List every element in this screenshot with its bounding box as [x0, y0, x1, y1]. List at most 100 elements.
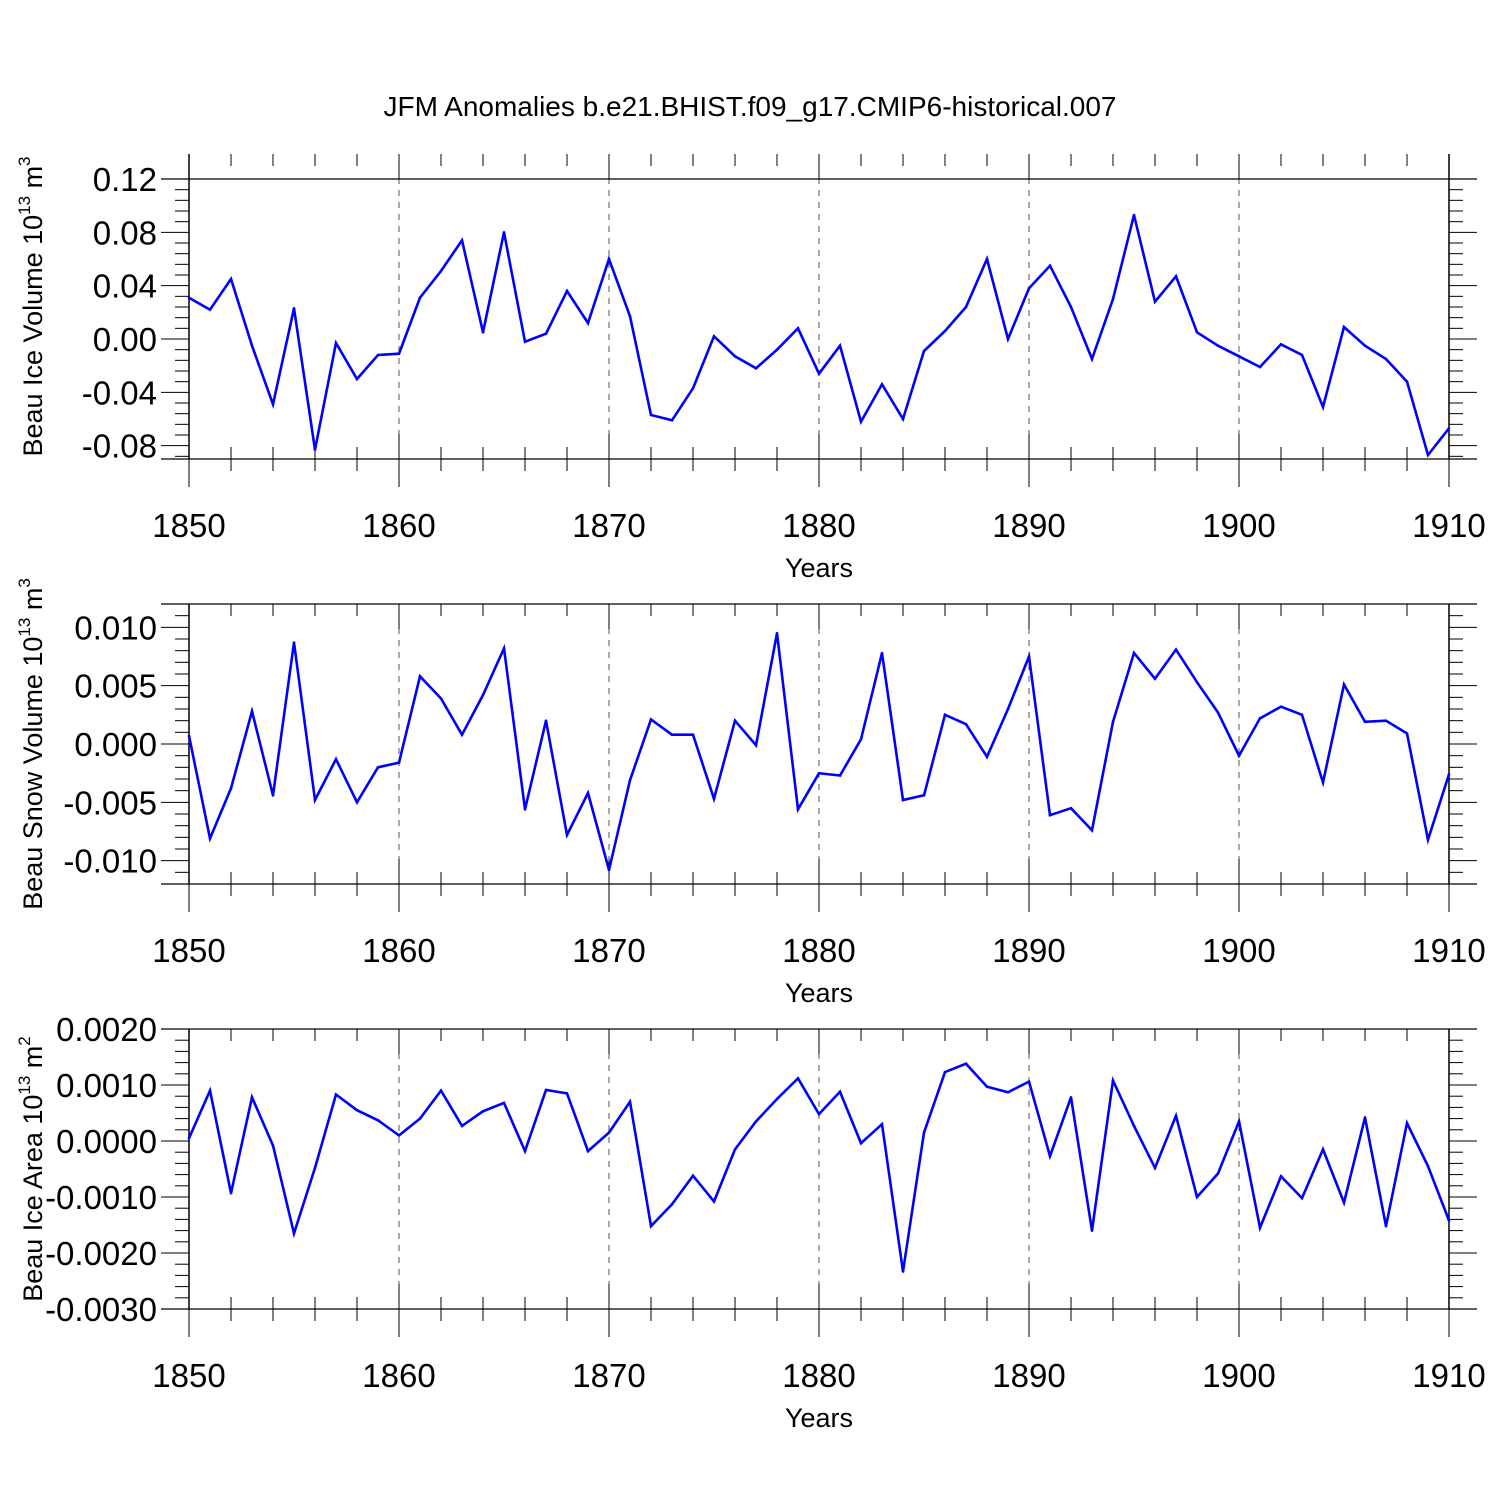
- data-point: [691, 387, 695, 390]
- data-point: [901, 417, 905, 421]
- data-point: [313, 798, 317, 802]
- data-point: [712, 1200, 716, 1203]
- figure-title: JFM Anomalies b.e21.BHIST.f09_g17.CMIP6-…: [383, 91, 1116, 122]
- data-point: [1258, 717, 1262, 720]
- data-point: [1342, 1201, 1346, 1204]
- data-point: [1027, 1080, 1031, 1083]
- x-tick-label: 1850: [152, 1357, 225, 1394]
- data-point: [1153, 1166, 1157, 1170]
- data-point: [1027, 287, 1031, 290]
- data-point: [418, 675, 422, 678]
- data-point: [439, 697, 443, 700]
- y-axis-label-unit: m: [18, 1046, 48, 1076]
- y-axis-label-unit: m: [18, 588, 48, 618]
- data-point: [229, 277, 233, 281]
- data-point: [943, 1070, 947, 1074]
- data-point: [313, 1166, 317, 1170]
- x-tick-label: 1910: [1412, 507, 1485, 544]
- data-point: [1258, 1226, 1262, 1230]
- data-point: [838, 774, 842, 777]
- data-point: [838, 1090, 842, 1094]
- data-point: [208, 1089, 212, 1092]
- data-point: [376, 1118, 380, 1122]
- data-point: [1447, 773, 1451, 776]
- data-point: [1426, 1164, 1430, 1168]
- data-point: [712, 335, 716, 338]
- data-point: [1195, 680, 1199, 684]
- data-point: [502, 1101, 506, 1105]
- data-point: [1006, 707, 1010, 711]
- data-point: [271, 1144, 275, 1147]
- data-point: [838, 344, 842, 347]
- data-point: [1363, 720, 1367, 724]
- panel-ice-area: 0.0020 0.0010 0.0000 -0.0010 -0.0020 -0.0030 1…: [15, 1011, 1486, 1433]
- data-point: [250, 1096, 254, 1099]
- data-point: [1279, 705, 1283, 708]
- data-point: [1132, 1124, 1136, 1128]
- data-point: [670, 1202, 674, 1206]
- data-point: [376, 766, 380, 769]
- data-point: [523, 340, 527, 343]
- data-point: [1426, 453, 1430, 457]
- data-point: [943, 329, 947, 333]
- x-tick-label: 1870: [572, 932, 645, 969]
- data-point: [628, 778, 632, 782]
- x-tick-label: 1850: [152, 932, 225, 969]
- x-tick-label: 1880: [782, 507, 855, 544]
- data-point: [880, 651, 884, 655]
- data-point: [397, 352, 401, 355]
- y-axis-label-unit: m: [18, 166, 48, 196]
- data-point: [880, 383, 884, 386]
- y-axis-label-unit-exponent: 3: [15, 156, 34, 165]
- data-point: [1153, 677, 1157, 680]
- data-point: [1342, 325, 1346, 329]
- y-axis-label: Beau Ice Area 1013 m2: [15, 1036, 48, 1302]
- y-tick-label: -0.010: [63, 843, 157, 880]
- data-point: [670, 733, 674, 736]
- data-point: [796, 808, 800, 811]
- data-point: [460, 733, 464, 736]
- y-axis-label-exponent: 13: [15, 618, 34, 637]
- y-tick-label: -0.005: [63, 784, 157, 821]
- data-point: [670, 419, 674, 422]
- data-point: [1048, 813, 1052, 817]
- y-tick-label: 0.000: [74, 726, 157, 763]
- data-point: [775, 631, 779, 635]
- data-point: [1279, 1174, 1283, 1178]
- data-point: [1384, 1224, 1388, 1228]
- y-tick-label: 0.0010: [56, 1067, 157, 1104]
- data-point: [859, 738, 863, 741]
- x-axis-label: Years: [785, 978, 853, 1008]
- y-tick-label: 0.0020: [56, 1011, 157, 1048]
- data-point: [628, 315, 632, 318]
- data-point: [964, 1062, 968, 1066]
- data-point: [1174, 1114, 1178, 1118]
- data-point: [1132, 213, 1136, 217]
- y-axis-label-exponent: 13: [15, 196, 34, 215]
- y-tick-label: 0.12: [93, 161, 157, 198]
- y-tick-label: 0.00: [93, 321, 157, 358]
- data-point: [418, 296, 422, 299]
- y-tick-label: -0.0030: [45, 1291, 157, 1328]
- data-point: [649, 413, 653, 417]
- data-point: [880, 1122, 884, 1126]
- data-point: [313, 448, 317, 451]
- x-tick-label: 1910: [1412, 932, 1485, 969]
- x-tick-label: 1860: [362, 507, 435, 544]
- y-axis-label-text: Beau Snow Volume 10: [18, 637, 48, 910]
- data-point: [229, 787, 233, 790]
- data-point: [1237, 1120, 1241, 1123]
- data-point: [397, 761, 401, 764]
- data-point: [418, 1117, 422, 1120]
- data-point: [607, 868, 611, 872]
- data-point: [292, 641, 296, 644]
- data-point: [775, 1097, 779, 1101]
- data-point: [1258, 365, 1262, 369]
- data-point: [439, 1089, 443, 1092]
- data-point: [1006, 337, 1010, 341]
- data-point: [1048, 264, 1052, 267]
- data-point: [1111, 1079, 1115, 1082]
- y-tick-label: 0.010: [74, 609, 157, 646]
- data-point: [649, 718, 653, 721]
- data-point: [1237, 355, 1241, 358]
